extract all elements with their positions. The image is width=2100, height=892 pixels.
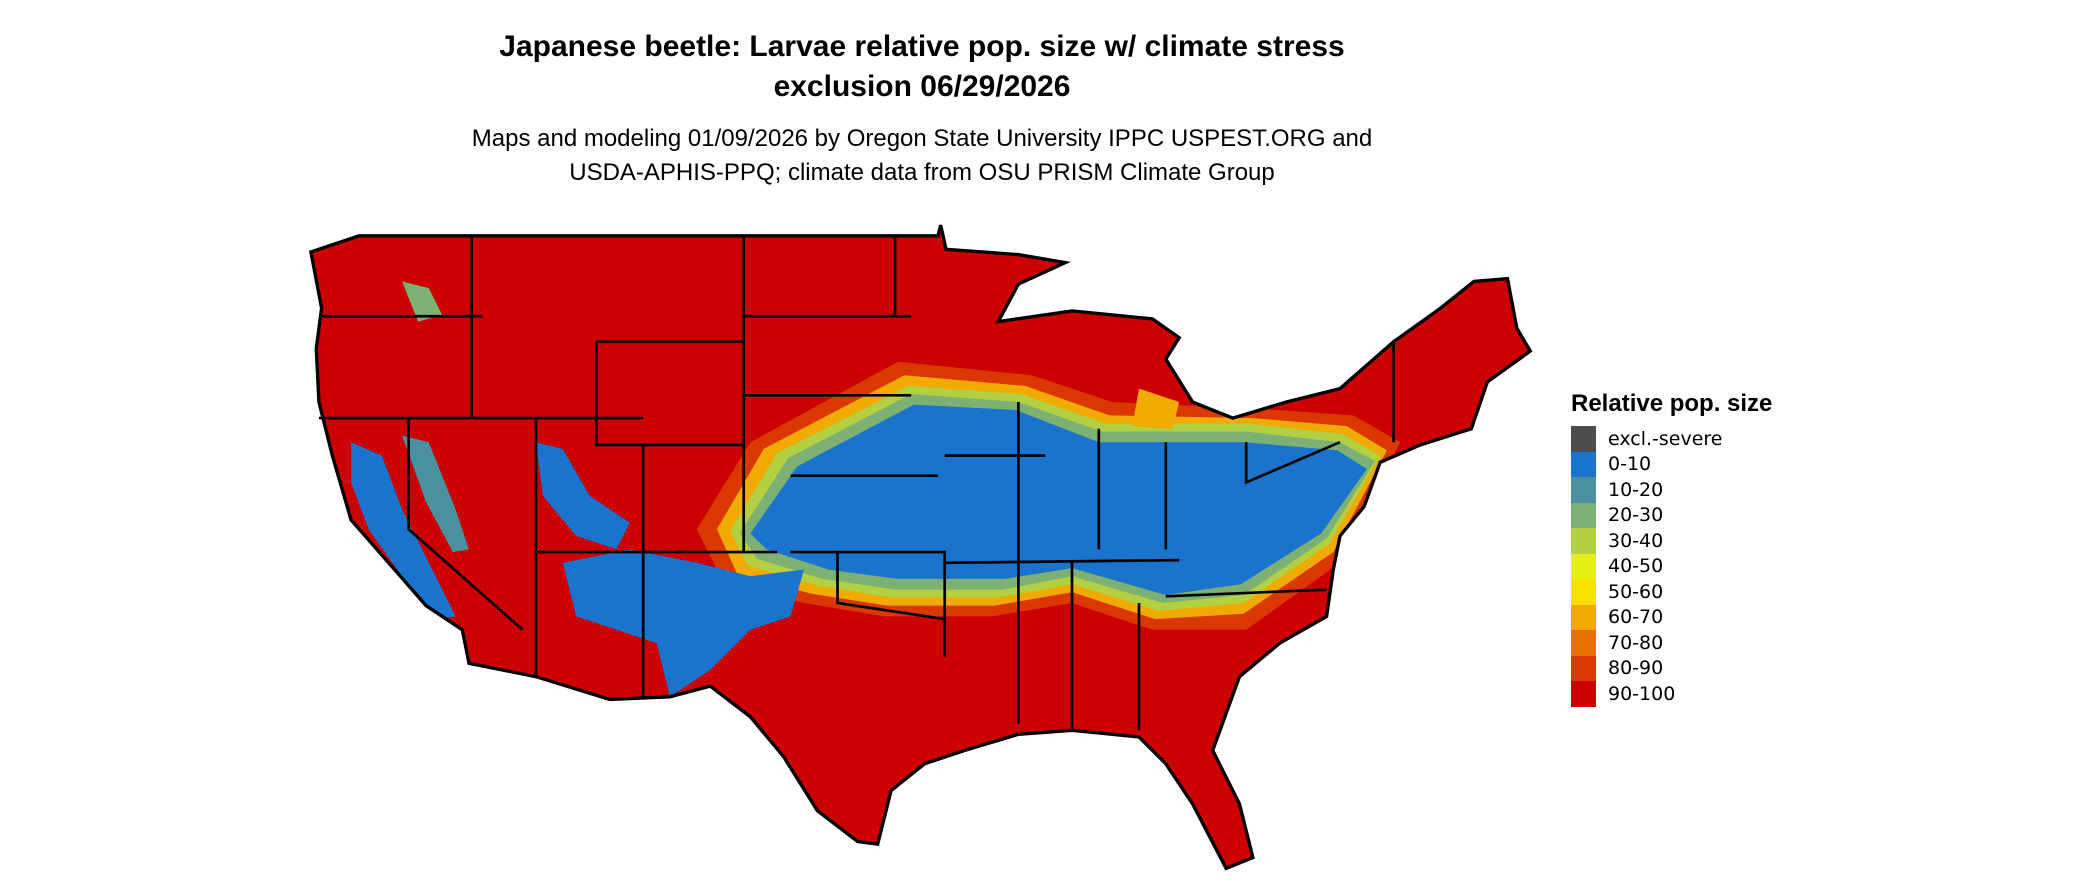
legend-swatch bbox=[1571, 579, 1596, 605]
map-subtitle-line2: USDA-APHIS-PPQ; climate data from OSU PR… bbox=[569, 159, 1275, 186]
legend-label: excl.-severe bbox=[1608, 427, 1723, 450]
zone-20-30-washington bbox=[402, 281, 443, 322]
legend-swatch bbox=[1571, 604, 1596, 630]
legend: Relative pop. size excl.-severe 0-10 10-20… bbox=[1571, 390, 1772, 707]
legend-swatch bbox=[1571, 655, 1596, 681]
legend-item: excl.-severe bbox=[1571, 426, 1772, 452]
legend-label: 90-100 bbox=[1608, 682, 1676, 705]
legend-item: 50-60 bbox=[1571, 579, 1772, 605]
legend-label: 50-60 bbox=[1608, 580, 1664, 603]
legend-swatch bbox=[1571, 553, 1596, 579]
legend-label: 10-20 bbox=[1608, 478, 1664, 501]
zone-0-10-central-band bbox=[750, 404, 1367, 595]
legend-swatch bbox=[1571, 477, 1596, 503]
state-borders bbox=[309, 223, 1532, 870]
legend-swatch bbox=[1571, 426, 1596, 452]
legend-label: 40-50 bbox=[1608, 555, 1664, 578]
map-title-line2: exclusion 06/29/2026 bbox=[773, 70, 1071, 103]
zone-0-10-southwest bbox=[562, 549, 804, 697]
legend-item: 40-50 bbox=[1571, 553, 1772, 579]
legend-item: 10-20 bbox=[1571, 477, 1772, 503]
zone-0-10-great-basin bbox=[536, 442, 630, 550]
map-title-line1: Japanese beetle: Larvae relative pop. si… bbox=[499, 30, 1345, 63]
legend-title: Relative pop. size bbox=[1571, 390, 1773, 417]
zone-60-70-michigan bbox=[1132, 388, 1180, 429]
legend-item: 20-30 bbox=[1571, 502, 1772, 528]
legend-item: 30-40 bbox=[1571, 528, 1772, 554]
zone-0-10-california bbox=[351, 442, 456, 620]
zone-0-10-sierra bbox=[402, 435, 469, 553]
legend-label: 30-40 bbox=[1608, 529, 1664, 552]
legend-item: 90-100 bbox=[1571, 681, 1772, 707]
legend-item: 80-90 bbox=[1571, 655, 1772, 681]
legend-swatch bbox=[1571, 502, 1596, 528]
legend-item: 60-70 bbox=[1571, 604, 1772, 630]
legend-item: 70-80 bbox=[1571, 630, 1772, 656]
legend-label: 80-90 bbox=[1608, 657, 1664, 680]
legend-swatch bbox=[1571, 528, 1596, 554]
legend-swatch bbox=[1571, 681, 1596, 707]
legend-label: 60-70 bbox=[1608, 606, 1664, 629]
legend-label: 20-30 bbox=[1608, 504, 1664, 527]
legend-label: 0-10 bbox=[1608, 453, 1652, 476]
legend-swatch bbox=[1571, 451, 1596, 477]
map-subtitle-line1: Maps and modeling 01/09/2026 by Oregon S… bbox=[471, 125, 1373, 152]
legend-swatch bbox=[1571, 630, 1596, 656]
legend-label: 70-80 bbox=[1608, 631, 1664, 654]
legend-item: 0-10 bbox=[1571, 451, 1772, 477]
